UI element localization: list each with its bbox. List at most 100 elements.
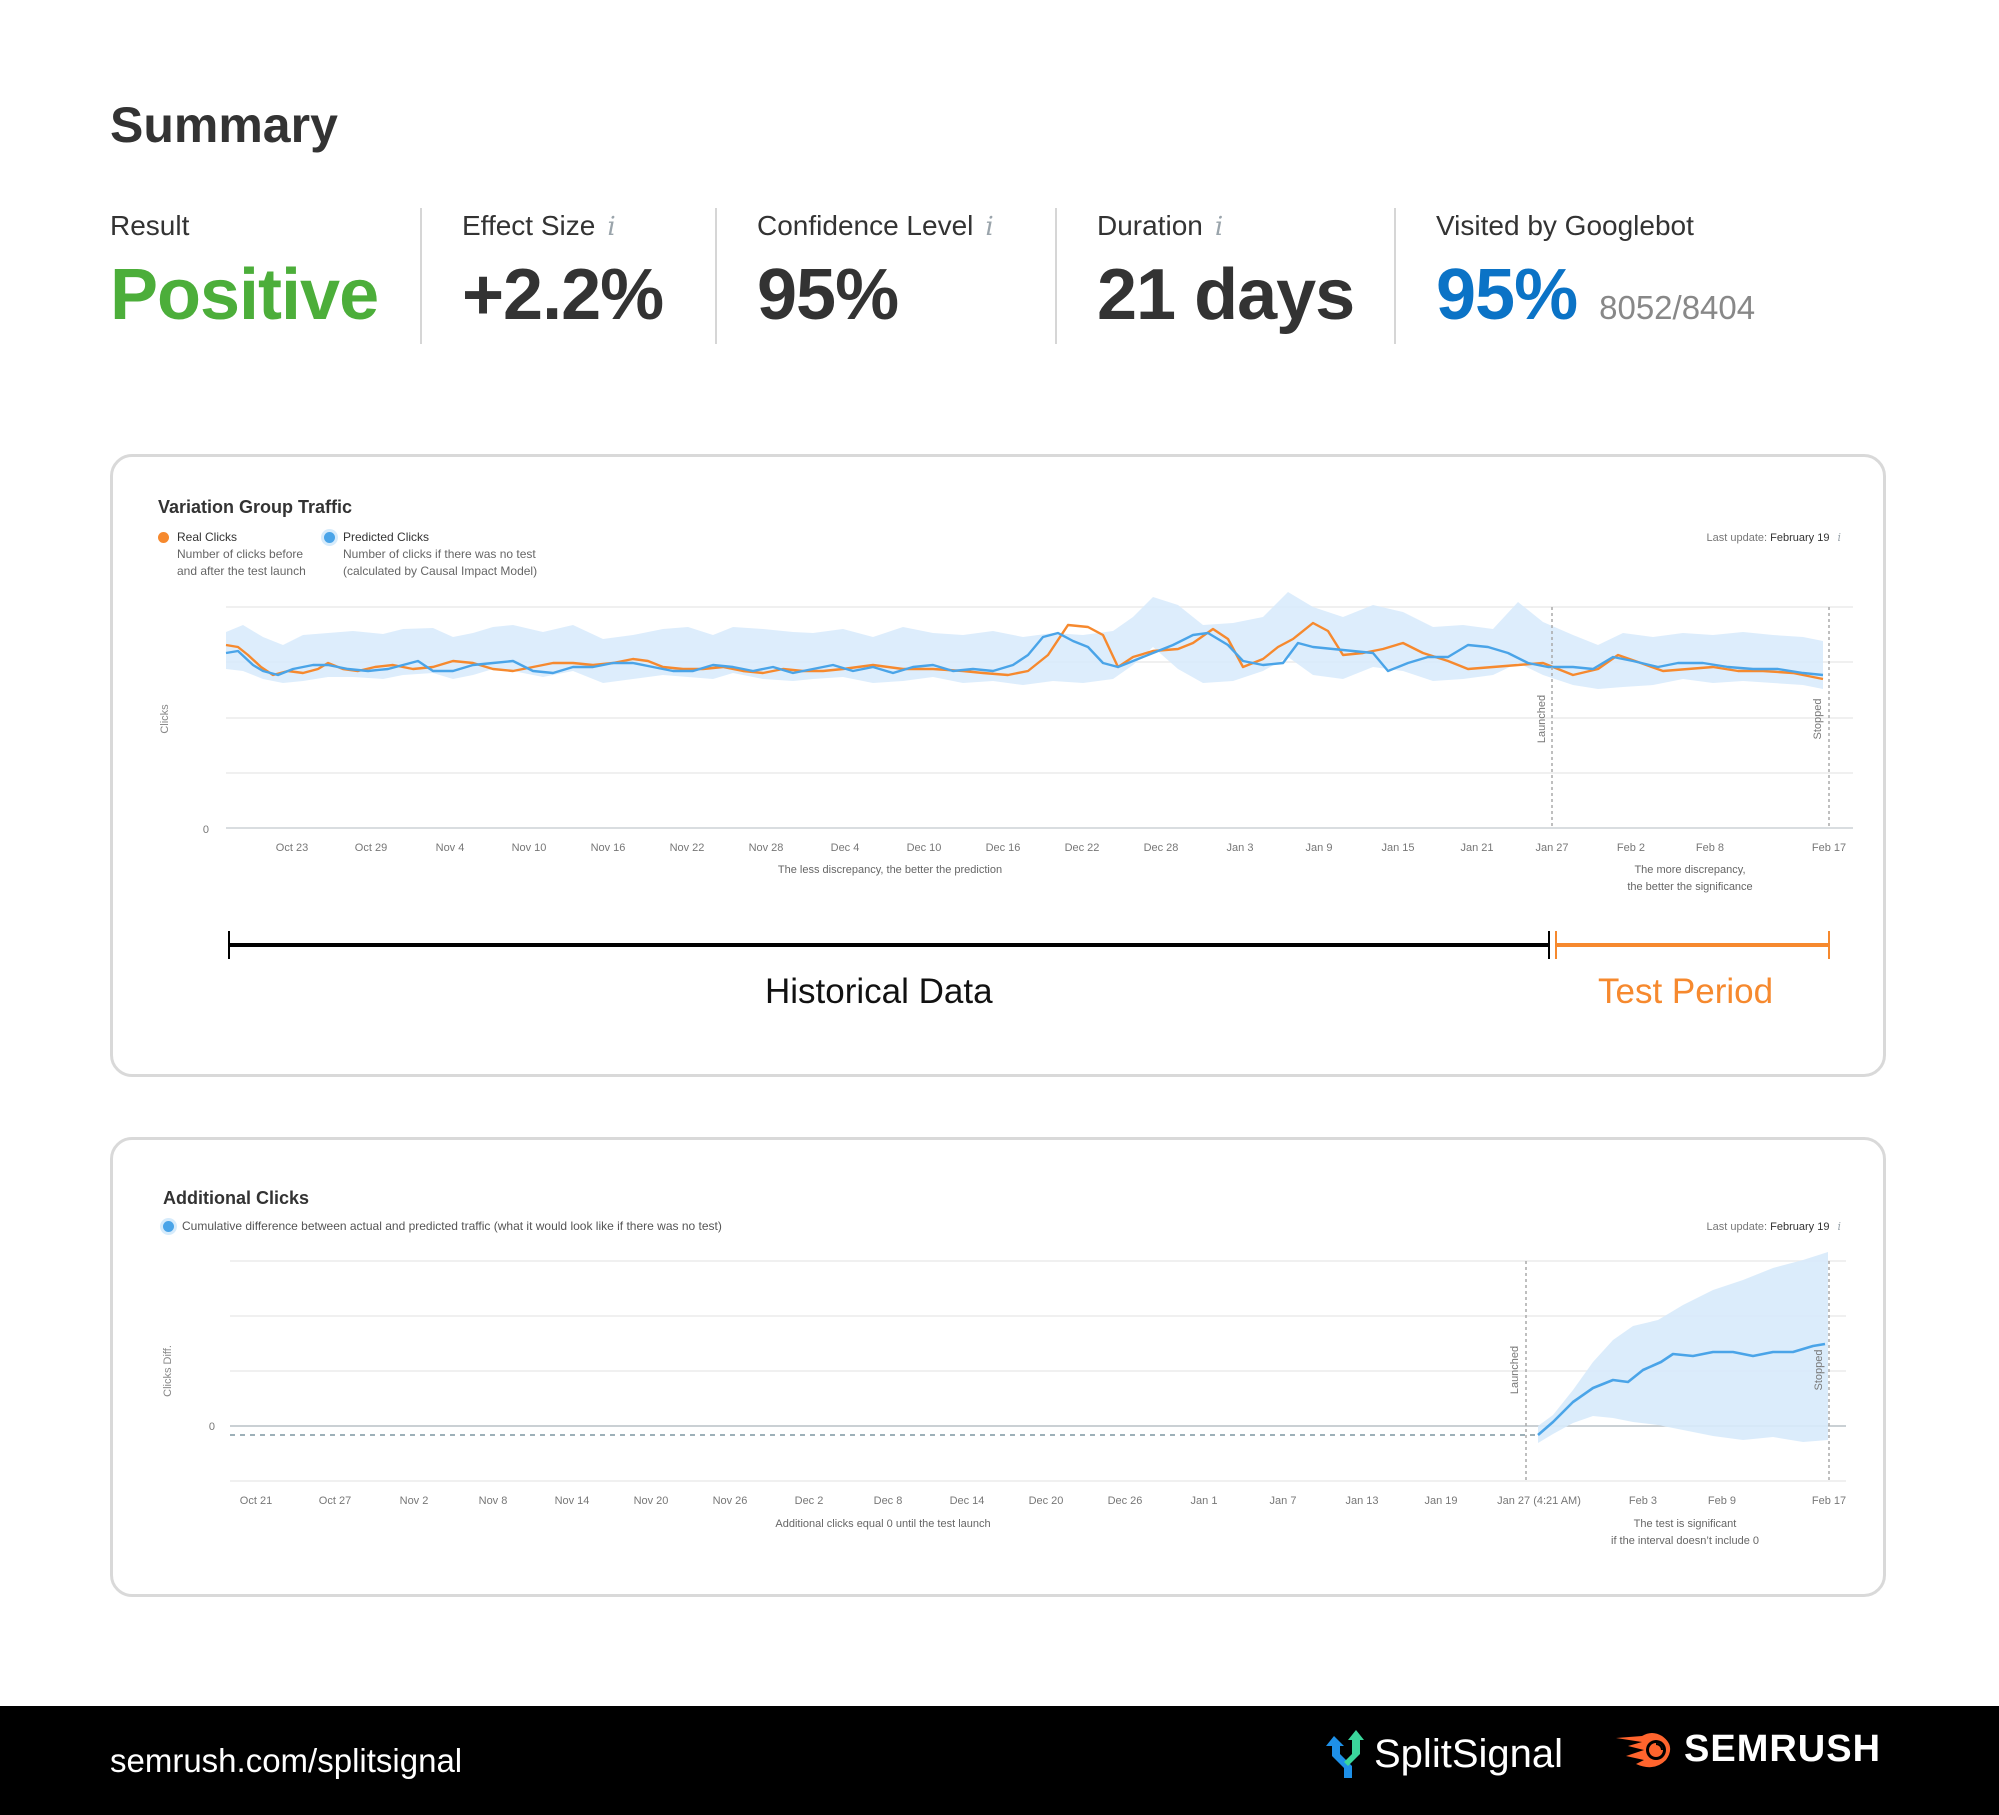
last-update: Last update: February 19 i: [1706, 1220, 1841, 1233]
svg-text:Dec 14: Dec 14: [950, 1495, 985, 1507]
svg-text:Dec 26: Dec 26: [1108, 1495, 1143, 1507]
svg-text:Feb 9: Feb 9: [1708, 1495, 1736, 1507]
legend-cumulative: Cumulative difference between actual and…: [163, 1218, 722, 1235]
divider: [715, 208, 717, 344]
svg-text:Nov 20: Nov 20: [634, 1495, 669, 1507]
svg-text:0: 0: [203, 824, 209, 836]
result-value: Positive: [110, 255, 379, 335]
svg-text:Feb 17: Feb 17: [1812, 1495, 1846, 1507]
svg-text:Dec 16: Dec 16: [986, 842, 1021, 854]
svg-text:Nov 4: Nov 4: [436, 842, 465, 854]
confidence-value: 95%: [757, 255, 899, 335]
svg-text:Nov 26: Nov 26: [713, 1495, 748, 1507]
legend-real-clicks: Real Clicks Number of clicks before and …: [158, 529, 306, 580]
svg-text:Feb 3: Feb 3: [1629, 1495, 1657, 1507]
svg-text:if the interval doesn’t includ: if the interval doesn’t include 0: [1611, 1535, 1759, 1547]
svg-text:Dec 20: Dec 20: [1029, 1495, 1064, 1507]
svg-text:Jan 21: Jan 21: [1460, 842, 1493, 854]
splitsignal-logo: SplitSignal: [1322, 1728, 1563, 1780]
svg-text:Dec 28: Dec 28: [1144, 842, 1179, 854]
stat-label: Visited by Googlebot: [1436, 210, 1694, 241]
svg-text:0: 0: [209, 1421, 215, 1433]
svg-text:Feb 17: Feb 17: [1812, 842, 1846, 854]
divider: [1394, 208, 1396, 344]
svg-text:Jan 3: Jan 3: [1227, 842, 1254, 854]
page-title: Summary: [110, 97, 338, 153]
svg-text:Nov 14: Nov 14: [555, 1495, 590, 1507]
svg-text:Nov 8: Nov 8: [479, 1495, 508, 1507]
svg-text:Feb 8: Feb 8: [1696, 842, 1724, 854]
card-title: Variation Group Traffic: [158, 497, 353, 517]
semrush-fireball-icon: [1616, 1732, 1671, 1767]
semrush-logo: SEMRUSH: [1614, 1728, 1881, 1771]
svg-text:Dec 8: Dec 8: [874, 1495, 903, 1507]
svg-text:Nov 10: Nov 10: [512, 842, 547, 854]
info-icon[interactable]: i: [1214, 212, 1224, 242]
svg-text:Stopped: Stopped: [1812, 699, 1824, 740]
stat-label: Confidence Level: [757, 210, 974, 241]
stat-result: Result Positive: [110, 210, 379, 345]
last-update: Last update: February 19 i: [1706, 531, 1841, 544]
traffic-chart: 0 Clicks Launched Stopped Oct 23 Oct 29 No…: [159, 592, 1853, 959]
svg-text:Jan 19: Jan 19: [1424, 1495, 1457, 1507]
footer-url[interactable]: semrush.com/splitsignal: [110, 1742, 463, 1779]
splitsignal-arrows-icon: [1326, 1730, 1364, 1778]
svg-text:Feb 2: Feb 2: [1617, 842, 1645, 854]
googlebot-value: 95%: [1436, 255, 1578, 335]
svg-text:Nov 22: Nov 22: [670, 842, 705, 854]
svg-text:Dec 22: Dec 22: [1065, 842, 1100, 854]
svg-text:The more discrepancy,: The more discrepancy,: [1634, 864, 1745, 876]
footer: semrush.com/splitsignal SplitSignal SEMR…: [0, 1706, 1999, 1815]
svg-text:Jan 15: Jan 15: [1381, 842, 1414, 854]
historical-data-label: Historical Data: [765, 972, 993, 1011]
stat-label: Result: [110, 210, 190, 241]
svg-text:Jan 27 (4:21 AM): Jan 27 (4:21 AM): [1497, 1495, 1581, 1507]
test-period-label: Test Period: [1598, 972, 1774, 1011]
divider: [1055, 208, 1057, 344]
svg-text:Launched: Launched: [1536, 695, 1548, 743]
svg-text:Jan 9: Jan 9: [1306, 842, 1333, 854]
svg-text:Clicks: Clicks: [159, 704, 171, 734]
svg-text:Nov 16: Nov 16: [591, 842, 626, 854]
info-icon[interactable]: i: [607, 212, 616, 242]
svg-text:Dec 2: Dec 2: [795, 1495, 824, 1507]
svg-text:Launched: Launched: [1509, 1346, 1521, 1394]
svg-text:The test is significant: The test is significant: [1634, 1518, 1737, 1530]
svg-text:Oct 23: Oct 23: [276, 842, 308, 854]
svg-text:Dec 10: Dec 10: [907, 842, 942, 854]
stat-label: Duration: [1097, 210, 1203, 241]
info-icon[interactable]: i: [1837, 531, 1841, 544]
svg-text:Jan 1: Jan 1: [1191, 1495, 1218, 1507]
additional-clicks-card: Additional Clicks Cumulative difference …: [110, 1137, 1886, 1597]
googlebot-count: 8052/8404: [1599, 289, 1756, 326]
svg-text:Oct 21: Oct 21: [240, 1495, 272, 1507]
svg-text:The less discrepancy, the bett: The less discrepancy, the better the pre…: [778, 864, 1002, 876]
effect-size-value: +2.2%: [462, 255, 664, 335]
stat-label: Effect Size: [462, 210, 596, 241]
legend-predicted-clicks: Predicted Clicks Number of clicks if the…: [324, 529, 537, 580]
stat-googlebot: Visited by Googlebot 95% 8052/8404: [1436, 210, 1755, 345]
svg-text:Additional clicks equal 0 unti: Additional clicks equal 0 until the test…: [775, 1518, 990, 1530]
svg-text:the better the significance: the better the significance: [1627, 881, 1752, 893]
orange-dot-icon: [158, 532, 169, 544]
svg-text:Oct 27: Oct 27: [319, 1495, 351, 1507]
svg-text:Dec 4: Dec 4: [831, 842, 860, 854]
svg-text:Nov 2: Nov 2: [400, 1495, 429, 1507]
svg-text:Jan 27: Jan 27: [1535, 842, 1568, 854]
stat-effect-size: Effect Size i +2.2%: [462, 210, 664, 345]
stat-duration: Duration i 21 days: [1097, 210, 1355, 345]
additional-clicks-chart: 0 Clicks Diff. Launched Stopped Oct 21 Oc…: [162, 1252, 1846, 1547]
svg-text:Jan 13: Jan 13: [1345, 1495, 1378, 1507]
info-icon[interactable]: i: [985, 212, 994, 242]
svg-text:Clicks Diff.: Clicks Diff.: [162, 1345, 174, 1397]
blue-dot-icon: [324, 532, 335, 544]
stat-confidence-level: Confidence Level i 95%: [757, 210, 994, 345]
svg-text:Nov 28: Nov 28: [749, 842, 784, 854]
traffic-card: Variation Group Traffic Real Clicks Numb…: [110, 454, 1886, 1077]
duration-value: 21 days: [1097, 255, 1355, 335]
card-title: Additional Clicks: [163, 1188, 310, 1208]
info-icon[interactable]: i: [1837, 1220, 1841, 1233]
divider: [420, 208, 422, 344]
svg-text:Oct 29: Oct 29: [355, 842, 387, 854]
svg-text:Jan 7: Jan 7: [1270, 1495, 1297, 1507]
